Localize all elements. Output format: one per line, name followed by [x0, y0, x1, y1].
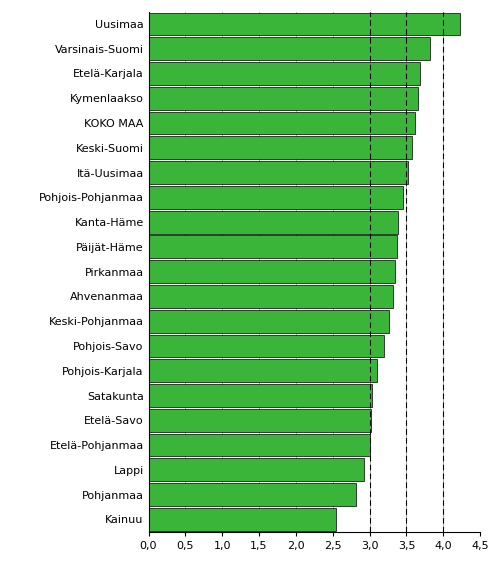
Bar [148, 483, 356, 506]
Bar [148, 112, 415, 135]
Bar [148, 384, 372, 407]
Bar [148, 87, 417, 110]
Bar [148, 458, 364, 481]
Bar [148, 161, 408, 184]
Bar [148, 13, 459, 35]
Bar [148, 508, 337, 531]
Bar [148, 310, 390, 332]
Bar [148, 260, 396, 283]
Bar [148, 136, 412, 159]
Bar [148, 186, 403, 209]
Bar [148, 235, 397, 258]
Bar [148, 211, 397, 234]
Bar [148, 409, 371, 432]
Bar [148, 335, 384, 357]
Bar [148, 38, 430, 60]
Bar [148, 285, 393, 308]
Bar [148, 62, 420, 85]
Bar [148, 434, 370, 457]
Bar [148, 360, 377, 382]
